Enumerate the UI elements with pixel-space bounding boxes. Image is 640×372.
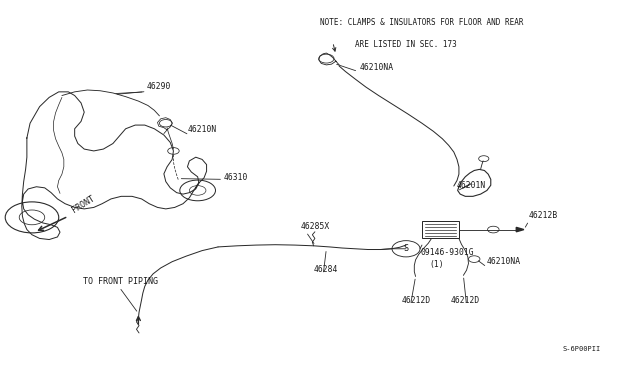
Text: S: S	[404, 244, 408, 253]
Text: 46210NA: 46210NA	[360, 62, 394, 71]
Text: 46284: 46284	[314, 265, 338, 274]
Text: 46285X: 46285X	[301, 222, 330, 231]
Text: TO FRONT PIPING: TO FRONT PIPING	[83, 278, 158, 286]
Text: NOTE: CLAMPS & INSULATORS FOR FLOOR AND REAR: NOTE: CLAMPS & INSULATORS FOR FLOOR AND …	[320, 18, 524, 27]
Text: 46212D: 46212D	[401, 296, 431, 305]
Text: 46290: 46290	[147, 82, 171, 91]
Text: ARE LISTED IN SEC. 173: ARE LISTED IN SEC. 173	[355, 40, 457, 49]
Text: 46310: 46310	[223, 173, 248, 182]
Text: 46212B: 46212B	[529, 211, 558, 220]
Text: (1): (1)	[429, 260, 444, 269]
Text: FRONT: FRONT	[70, 194, 96, 215]
Text: 46212D: 46212D	[451, 296, 480, 305]
Text: 46210N: 46210N	[188, 125, 217, 134]
Polygon shape	[516, 227, 524, 232]
Text: 46201N: 46201N	[457, 182, 486, 190]
Text: S-6P00PII: S-6P00PII	[562, 346, 600, 352]
Text: 09146-9301G: 09146-9301G	[420, 248, 474, 257]
Text: 46210NA: 46210NA	[487, 257, 521, 266]
